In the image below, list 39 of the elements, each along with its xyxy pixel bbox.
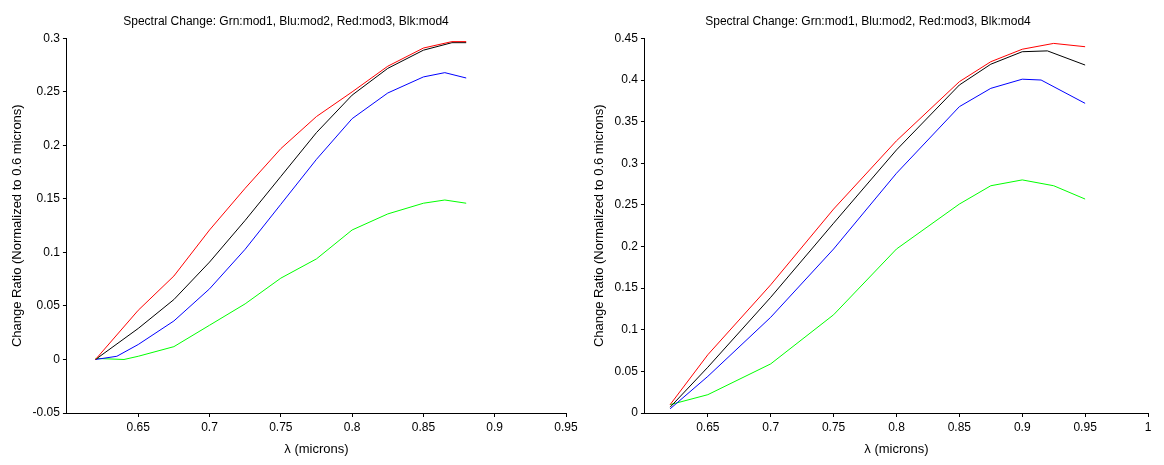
y-tick-label: 0.05 [614, 363, 639, 378]
y-tick-label: 0.4 [621, 72, 639, 87]
y-tick-label: -0.05 [32, 405, 61, 420]
x-tick-label: 0.9 [1013, 419, 1031, 434]
y-tick-label: 0.1 [621, 322, 639, 337]
y-tick-label: 0.05 [36, 298, 61, 313]
y-tick-label: 0.25 [36, 84, 61, 99]
x-tick-label: 0.65 [126, 419, 151, 434]
chart-title: Spectral Change: Grn:mod1, Blu:mod2, Red:mod3, Blk:mod4 [705, 13, 1032, 28]
x-tick-label: 0.85 [411, 419, 436, 434]
x-tick-label: 0.85 [947, 419, 972, 434]
y-axis-title: Change Ratio (Normalized to 0.6 microns) [9, 104, 25, 348]
y-tick-label: 0 [53, 351, 61, 366]
y-tick-label: 0 [631, 405, 639, 420]
x-tick-label: 1 [1144, 419, 1152, 434]
y-tick-label: 0.15 [36, 191, 61, 206]
y-tick-label: 0.25 [614, 197, 639, 212]
x-tick-label: 0.7 [201, 419, 219, 434]
x-axis-title: λ (microns) [284, 440, 349, 456]
x-tick-label: 0.65 [696, 419, 720, 434]
y-tick-label: 0.35 [614, 113, 639, 128]
x-tick-label: 0.8 [343, 419, 361, 434]
y-tick-label: 0.1 [43, 244, 61, 259]
x-tick-label: 0.9 [486, 419, 504, 434]
x-tick-label: 0.75 [269, 419, 293, 434]
y-tick-label: 0.15 [614, 280, 639, 295]
y-axis-title: Change Ratio (Normalized to 0.6 microns) [591, 104, 607, 348]
chart-title: Spectral Change: Grn:mod1, Blu:mod2, Red:mod3, Blk:mod4 [123, 13, 450, 28]
y-tick-label: 0.2 [621, 238, 639, 253]
y-tick-label: 0.45 [614, 30, 639, 45]
x-tick-label: 0.95 [554, 419, 578, 434]
x-tick-label: 0.95 [1073, 419, 1098, 434]
x-tick-label: 0.7 [762, 419, 780, 434]
x-axis-title: λ (microns) [864, 440, 929, 456]
y-tick-label: 0.2 [43, 137, 61, 152]
x-tick-label: 0.75 [821, 419, 846, 434]
y-tick-label: 0.3 [43, 30, 61, 45]
x-tick-label: 0.8 [888, 419, 906, 434]
y-tick-label: 0.3 [621, 155, 639, 170]
